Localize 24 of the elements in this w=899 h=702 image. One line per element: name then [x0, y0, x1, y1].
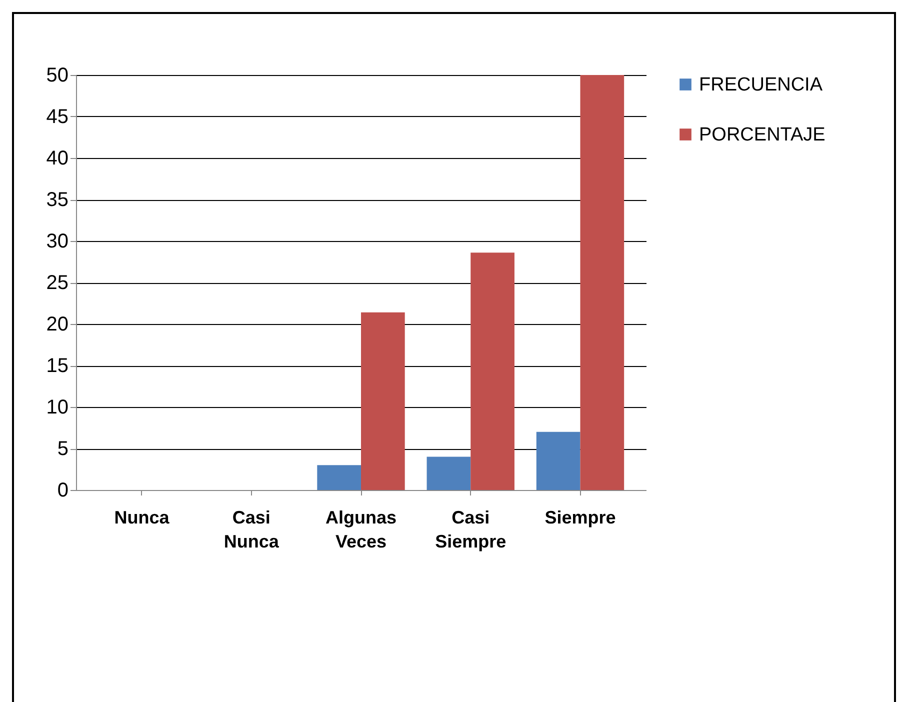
bar [317, 465, 361, 490]
x-tick-label: Nunca [114, 508, 170, 528]
bar [580, 75, 624, 490]
x-tick-label: Casi Nunca [224, 508, 280, 552]
y-tick-label: 35 [46, 189, 68, 211]
x-tick-label: Algunas Veces [325, 508, 397, 552]
bar [426, 456, 471, 490]
legend-label: FRECUENCIA [699, 74, 823, 96]
bar [470, 252, 514, 490]
y-tick-label: 10 [46, 396, 68, 418]
x-tick-label: Casi Siempre [435, 508, 506, 552]
y-tick-label: 5 [57, 438, 68, 460]
bar [361, 312, 405, 490]
x-tick-label: Siempre [544, 508, 616, 528]
y-tick-label: 40 [46, 148, 68, 170]
bar [536, 432, 580, 490]
y-tick-label: 50 [46, 64, 68, 86]
y-tick-label: 15 [46, 355, 68, 377]
y-tick-label: 20 [46, 314, 68, 336]
legend-label: PORCENTAJE [699, 124, 826, 146]
y-tick-label: 45 [46, 106, 68, 128]
y-tick-label: 25 [46, 272, 68, 294]
y-tick-label: 30 [46, 230, 68, 252]
y-tick-label: 0 [57, 480, 68, 502]
